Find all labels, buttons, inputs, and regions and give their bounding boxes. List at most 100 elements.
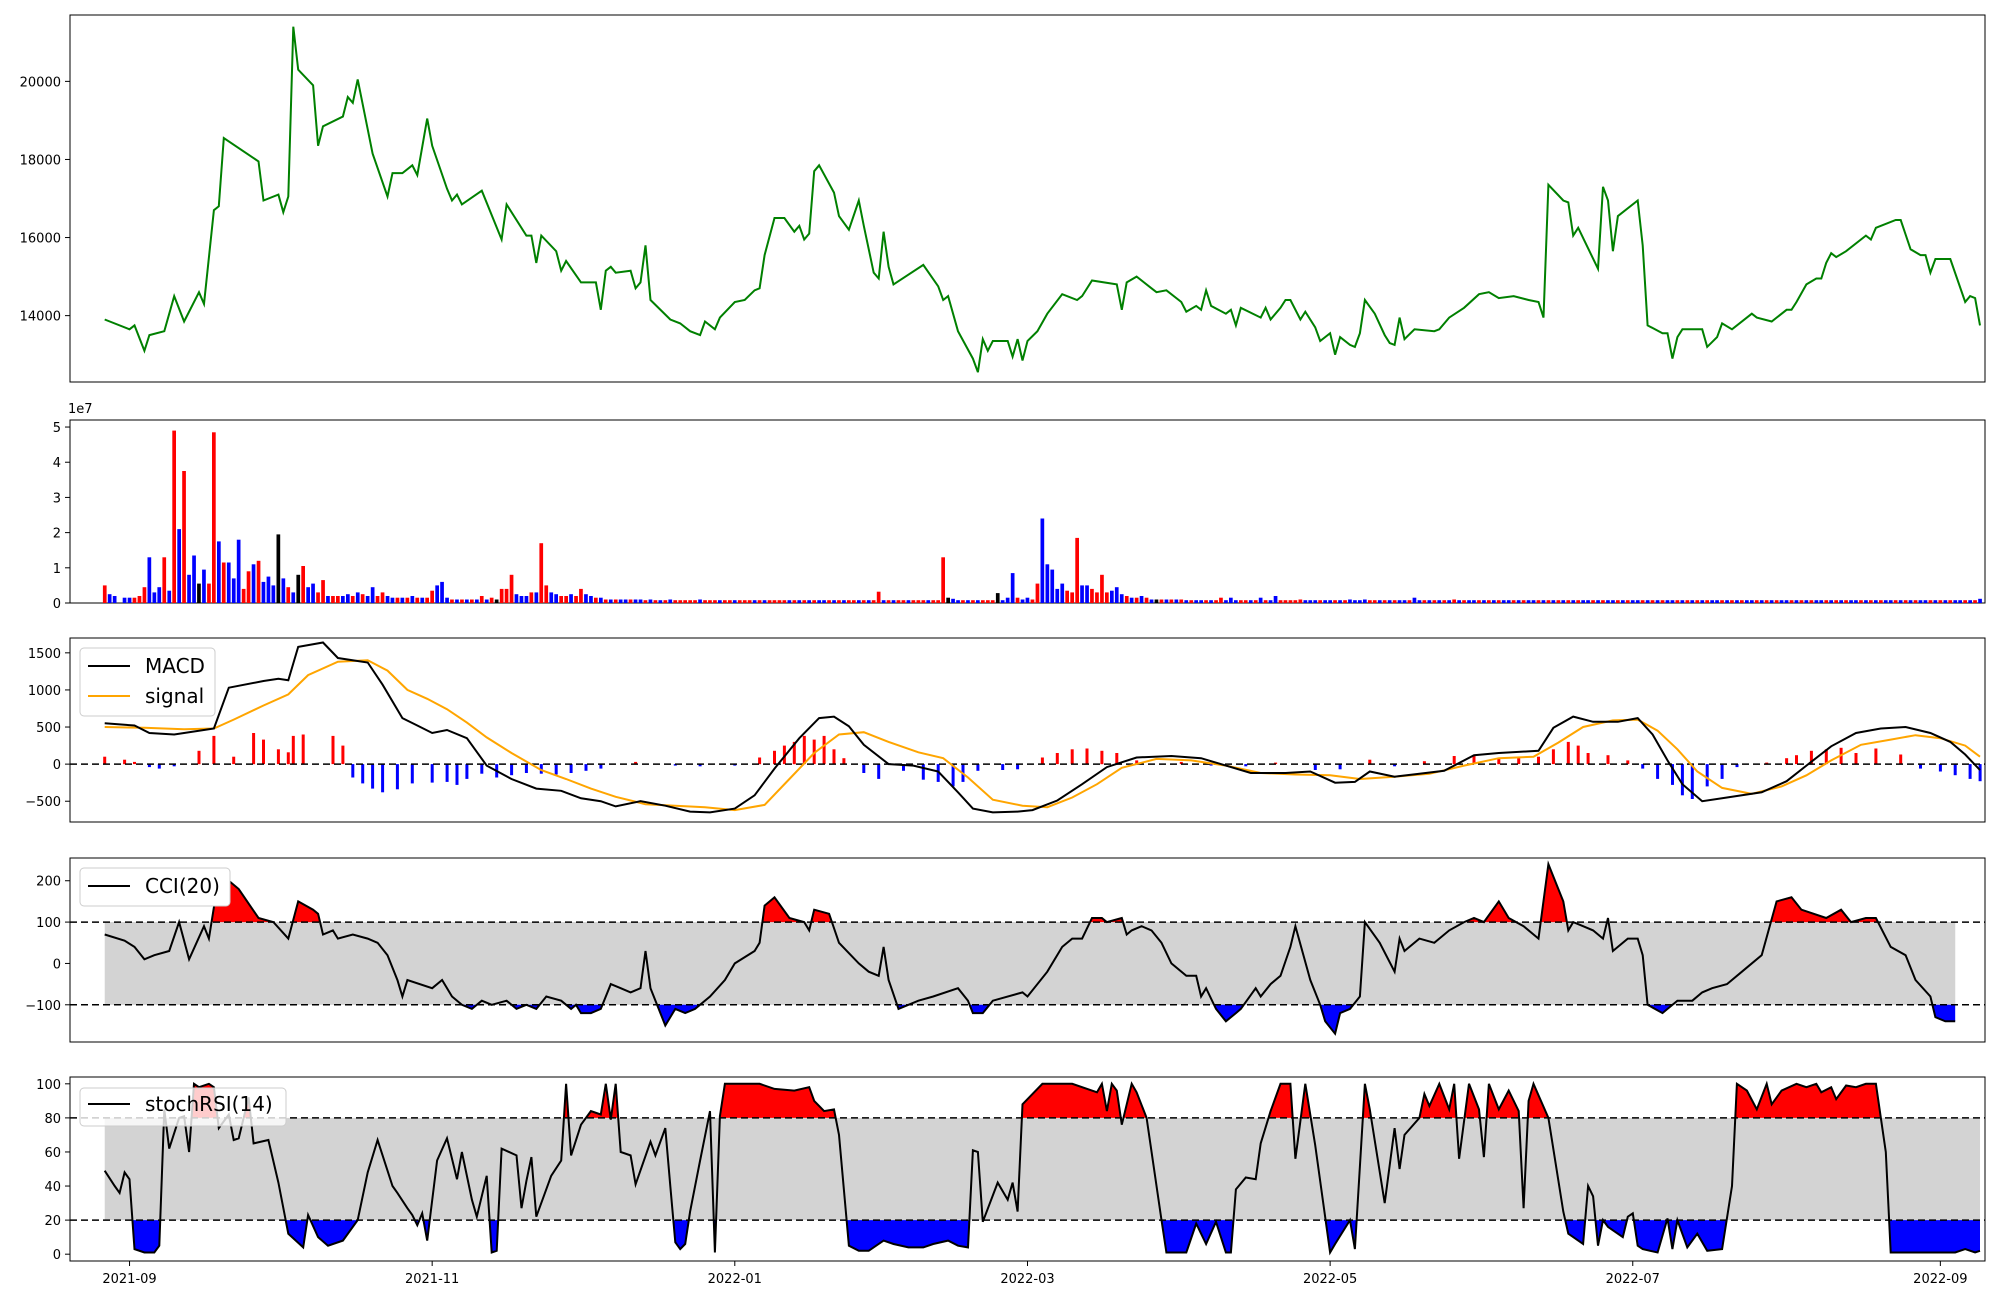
volume-bar — [256, 560, 261, 603]
volume-bar — [1759, 600, 1764, 603]
volume-bar — [1303, 600, 1308, 603]
volume-bar — [995, 593, 1000, 603]
volume-bar — [1179, 599, 1184, 603]
volume-bar — [1745, 600, 1749, 603]
volume-bar — [346, 594, 350, 603]
volume-bar — [1095, 592, 1099, 603]
volume-bar — [1010, 573, 1015, 603]
volume-bar — [1214, 600, 1218, 603]
volume-bar — [1953, 600, 1958, 603]
volume-bar — [1893, 600, 1898, 603]
volume-bar — [941, 557, 945, 604]
volume-bar — [1685, 600, 1690, 603]
macd-histogram-bar — [430, 764, 434, 783]
volume-bar — [1665, 600, 1670, 603]
macd-histogram-bar — [1338, 764, 1342, 770]
volume-bar — [1119, 594, 1124, 603]
macd-histogram-bar — [842, 758, 846, 765]
volume-bar — [951, 598, 955, 603]
y-tick-label: 500 — [36, 721, 61, 736]
volume-bar — [1169, 599, 1174, 603]
volume-bar — [207, 583, 211, 603]
volume-bar — [1174, 599, 1179, 603]
volume-bar — [1829, 600, 1833, 603]
macd-histogram-bar — [1795, 755, 1798, 765]
volume-bar — [628, 599, 633, 603]
volume-bar — [246, 571, 251, 603]
stochrsi-overbought-fill — [1300, 1083, 1311, 1118]
volume-bar — [1789, 600, 1794, 603]
y-tick-label: 40 — [44, 1180, 61, 1195]
macd-histogram-bar — [599, 764, 603, 769]
volume-bar — [316, 592, 320, 603]
volume-bar — [1278, 600, 1283, 603]
volume-bar — [1690, 600, 1695, 603]
macd-histogram-bar — [1135, 760, 1139, 765]
volume-bar — [1338, 600, 1342, 603]
price-panel: 14000 16000 18000 20000 — [20, 14, 1986, 383]
volume-bar — [1139, 596, 1144, 603]
volume-bar — [613, 599, 618, 603]
macd-histogram-bar — [465, 764, 469, 779]
macd-histogram-bar — [1551, 749, 1555, 765]
macd-histogram-bar — [1517, 758, 1521, 765]
volume-bar — [559, 596, 563, 603]
volume-bar — [435, 585, 439, 603]
macd-histogram-bar — [539, 764, 543, 774]
volume-bar — [1526, 600, 1531, 603]
volume-bar — [1358, 600, 1362, 603]
macd-histogram-bar — [936, 764, 940, 782]
volume-bar — [1154, 599, 1159, 603]
volume-bar — [122, 597, 127, 603]
volume-bar — [1943, 600, 1948, 603]
volume-bar — [455, 599, 459, 603]
volume-bar — [1318, 600, 1322, 603]
volume-bar — [152, 592, 157, 603]
volume-bar — [961, 600, 965, 603]
macd-histogram-bar — [1209, 764, 1213, 766]
x-tick-label: 2022-09 — [1913, 1272, 1967, 1287]
volume-bar — [147, 557, 152, 604]
stochrsi-overbought-fill — [586, 1083, 611, 1118]
stochrsi-legend: stochRSI(14) — [79, 1087, 287, 1127]
legend-signal-label: signal — [145, 684, 204, 708]
volume-bar — [375, 596, 380, 603]
macd-histogram-bar — [133, 761, 136, 765]
volume-bar — [440, 581, 444, 603]
volume-bar — [1799, 600, 1804, 603]
macd-histogram-bar — [1274, 762, 1278, 765]
macd-histogram-bar — [1393, 764, 1397, 767]
macd-histogram-bar — [1497, 757, 1501, 765]
volume-bar — [1432, 600, 1437, 603]
volume-bar — [1199, 600, 1203, 603]
macd-histogram-bar — [1899, 754, 1903, 765]
y-tick-label: 100 — [36, 916, 61, 931]
volume-bar — [618, 599, 623, 603]
stochrsi-oversold-fill — [1565, 1220, 1586, 1244]
volume-bar — [1844, 600, 1848, 603]
volume-bar — [837, 600, 841, 603]
legend-cci-label: CCI(20) — [145, 874, 220, 898]
stochrsi-overbought-fill — [1527, 1083, 1549, 1118]
macd-histogram-bar — [157, 764, 161, 769]
volume-bar — [564, 596, 568, 603]
volume-bar — [931, 600, 936, 603]
volume-bar — [1521, 600, 1526, 603]
volume-bar — [599, 597, 603, 603]
x-tick-label: 2022-05 — [1303, 1272, 1357, 1287]
macd-histogram-bar — [1070, 749, 1074, 765]
volume-bar — [1387, 600, 1392, 603]
volume-bar — [921, 600, 926, 603]
volume-bar — [1144, 597, 1149, 603]
macd-histogram-bar — [554, 764, 558, 775]
macd-histogram-bar — [1016, 764, 1020, 770]
volume-bar — [1849, 600, 1853, 603]
volume-bar — [1070, 592, 1074, 603]
volume-bar — [261, 581, 266, 603]
macd-histogram-bar — [1690, 764, 1694, 799]
y-tick-label: 200 — [36, 875, 61, 890]
volume-bar — [623, 599, 628, 603]
volume-bar — [102, 585, 107, 603]
y-tick-label: 0 — [53, 1248, 61, 1263]
volume-bar — [1422, 600, 1427, 603]
